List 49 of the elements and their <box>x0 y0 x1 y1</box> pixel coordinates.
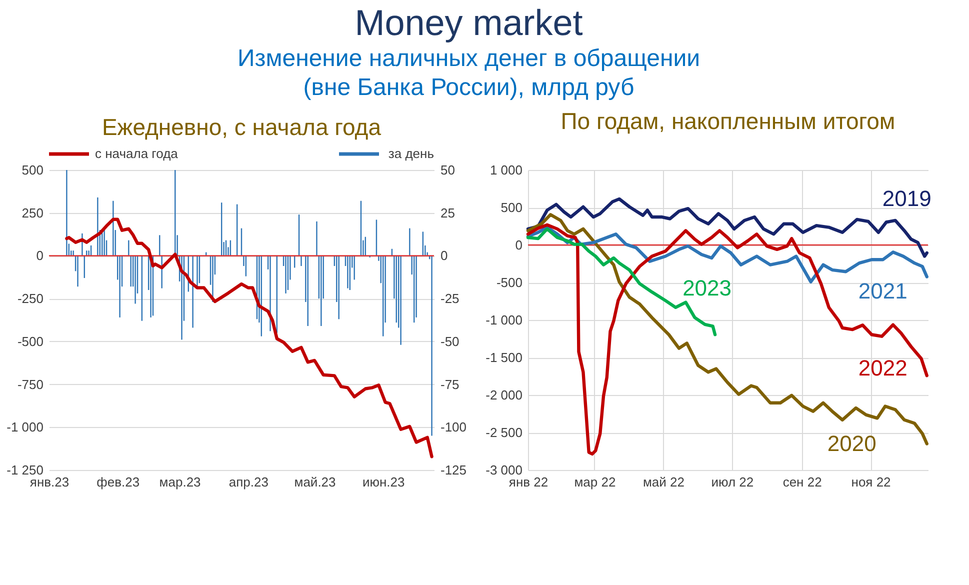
y-tick-label: -1 000 <box>486 312 522 328</box>
legend-label: за день <box>388 146 434 161</box>
y-tick-label: -2 500 <box>486 425 522 440</box>
x-tick-label: фев.23 <box>96 474 140 490</box>
series-label: 2022 <box>858 356 908 381</box>
x-tick-label: ноя 22 <box>851 474 891 490</box>
series-label: 2023 <box>682 276 732 301</box>
y-tick-label: -2 000 <box>486 388 522 402</box>
x-tick-label: янв 22 <box>508 474 548 490</box>
y-tick-label: -1 000 <box>6 420 44 435</box>
y-tick-label: 0 <box>515 238 522 252</box>
y-tick-label: -1 250 <box>6 462 44 478</box>
y-tick-label: 500 <box>22 162 44 178</box>
y2-tick-label: -100 <box>440 420 467 435</box>
chart-title: Ежедневно, с начала года <box>102 114 382 140</box>
y2-tick-label: -75 <box>440 376 460 392</box>
x-tick-label: май 22 <box>642 474 684 490</box>
y-tick-label: -250 <box>17 291 44 306</box>
y-tick-label: -500 <box>496 275 522 290</box>
y2-tick-label: 0 <box>440 248 448 264</box>
y2-tick-label: -50 <box>440 334 460 349</box>
y-tick-label: -3 000 <box>486 462 522 478</box>
x-tick-label: июн.23 <box>362 474 405 490</box>
series-label: 2020 <box>827 430 876 456</box>
x-tick-label: апр.23 <box>228 474 268 490</box>
chart-title: По годам, накопленным итогом <box>560 108 896 134</box>
x-tick-label: июл 22 <box>711 474 754 490</box>
y-tick-label: -500 <box>17 334 44 349</box>
y2-tick-label: -25 <box>440 291 460 306</box>
x-tick-label: мар 22 <box>574 474 616 490</box>
y-tick-label: 250 <box>22 205 44 220</box>
legend-label: с начала года <box>95 146 179 161</box>
x-tick-label: май.23 <box>294 474 336 490</box>
text: Money market <box>354 2 583 43</box>
y2-tick-label: 50 <box>440 162 455 178</box>
y2-tick-label: -125 <box>440 462 467 478</box>
y-tick-label: -750 <box>17 376 44 392</box>
line-series <box>65 218 434 458</box>
text: Изменение наличных денег в обращении (вне Банка России), млрд руб <box>237 45 700 101</box>
y-tick-label: 0 <box>36 248 44 264</box>
x-tick-label: янв.23 <box>30 474 70 490</box>
series-label: 2021 <box>858 278 908 304</box>
y2-tick-label: 25 <box>440 205 455 220</box>
y-tick-label: 1 000 <box>490 162 522 178</box>
x-tick-label: мар.23 <box>159 474 201 490</box>
y-tick-label: -1 500 <box>486 350 522 365</box>
series-label: 2019 <box>882 186 932 211</box>
y-tick-label: 500 <box>500 200 522 215</box>
x-tick-label: сен 22 <box>782 474 822 490</box>
